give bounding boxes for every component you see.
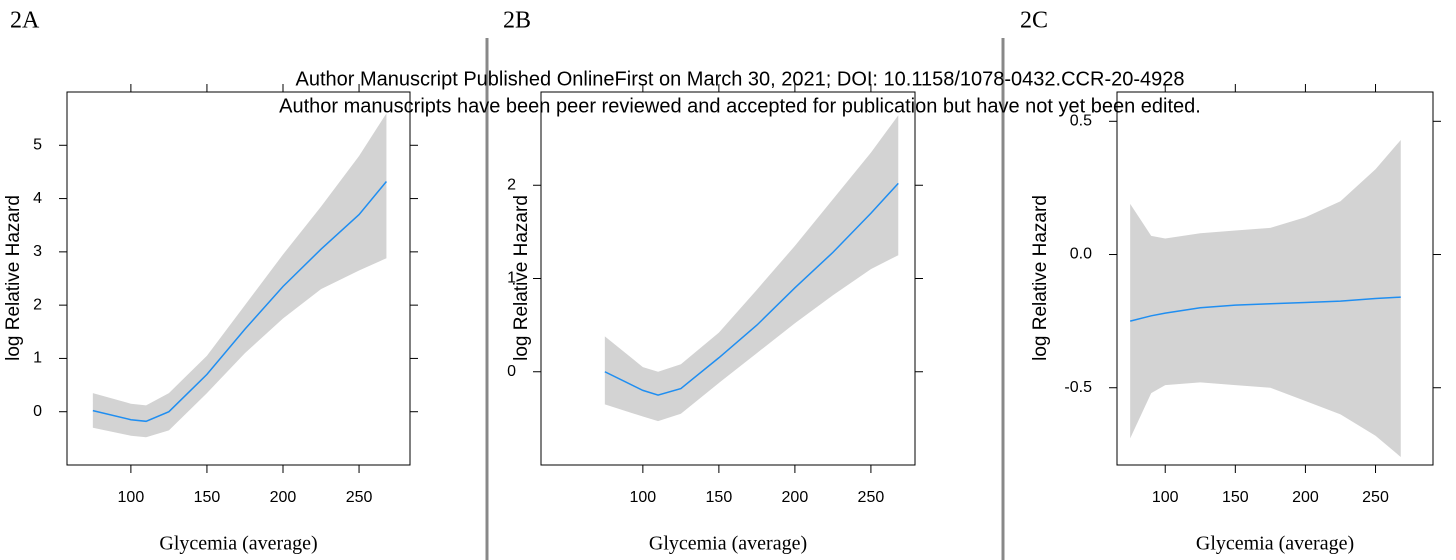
y-tick-label: 5 [33,137,42,154]
y-axis-label: log Relative Hazard [511,195,532,361]
x-tick-label: 150 [706,489,733,506]
fit-line [92,181,388,423]
y-tick-label: 0.0 [1070,246,1092,263]
y-tick-label: 2 [507,176,516,193]
x-tick-label: 250 [346,489,373,506]
y-tick-label: 2 [33,296,42,313]
y-tick-label: -0.5 [1064,379,1092,396]
y-tick-label: 4 [33,190,42,207]
x-tick-label: 100 [630,489,657,506]
panel-label: 2B [503,8,531,34]
y-tick-label: 0 [33,403,42,420]
x-axis-label: Glycemia (average) [649,533,807,555]
y-tick-label: 1 [507,270,516,287]
y-tick-label: 0 [507,363,516,380]
y-axis-label: log Relative Hazard [1030,195,1051,361]
panel-label: 2C [1020,8,1048,34]
x-tick-label: 200 [782,489,809,506]
x-tick-label: 150 [194,489,221,506]
x-tick-label: 200 [270,489,297,506]
y-tick-label: 3 [33,243,42,260]
x-tick-label: 100 [1152,489,1179,506]
y-tick-label: 0.5 [1070,113,1092,130]
watermark: Author Manuscript Published OnlineFirst … [295,68,1184,90]
x-tick-label: 100 [118,489,145,506]
x-tick-label: 250 [858,489,885,506]
fit-line [604,182,899,396]
fit-line [1129,296,1401,322]
watermark: Author manuscripts have been peer review… [279,95,1201,117]
x-tick-label: 150 [1222,489,1249,506]
plot-frame [1116,91,1434,466]
confidence-band [1130,139,1401,458]
confidence-band [604,115,899,422]
plot-frame [66,91,411,466]
x-tick-label: 250 [1362,489,1389,506]
panel-label: 2A [10,8,40,34]
y-axis-label: log Relative Hazard [3,195,24,361]
x-tick-label: 200 [1292,489,1319,506]
x-axis-label: Glycemia (average) [159,533,317,555]
confidence-band [92,113,387,438]
plot-frame [540,91,916,466]
x-axis-label: Glycemia (average) [1196,533,1354,555]
y-tick-label: 1 [33,350,42,367]
